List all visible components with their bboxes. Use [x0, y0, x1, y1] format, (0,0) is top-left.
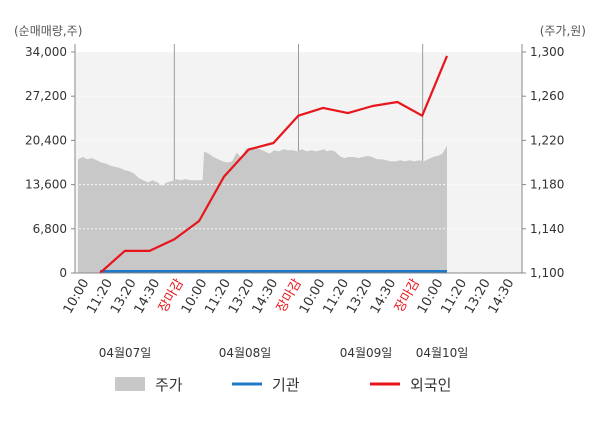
- left-tick-label: 27,200: [25, 89, 67, 103]
- date-label: 04월09일: [340, 346, 393, 360]
- date-label: 04월07일: [99, 346, 152, 360]
- right-tick-label: 1,260: [530, 89, 564, 103]
- right-axis-unit: (주가,원): [540, 24, 586, 38]
- legend-swatch-price: [115, 377, 145, 391]
- left-tick-label: 0: [59, 266, 67, 280]
- legend-label: 주가: [155, 376, 183, 394]
- left-tick-label: 34,000: [25, 45, 67, 59]
- right-tick-label: 1,180: [530, 178, 564, 192]
- legend-label: 외국인: [410, 376, 451, 394]
- date-label: 04월08일: [219, 346, 272, 360]
- legend: 주가 기관 외국인: [115, 376, 451, 394]
- foreign-line: [99, 55, 449, 274]
- left-axis-unit: (순매매량,주): [14, 24, 82, 38]
- right-tick-label: 1,100: [530, 266, 564, 280]
- left-tick-label: 13,600: [25, 178, 67, 192]
- legend-label: 기관: [272, 376, 300, 394]
- right-tick-label: 1,220: [530, 133, 564, 147]
- right-tick-label: 1,300: [530, 45, 564, 59]
- left-tick-label: 20,400: [25, 133, 67, 147]
- right-tick-label: 1,140: [530, 222, 564, 236]
- left-tick-label: 6,800: [33, 222, 67, 236]
- date-label: 04월10일: [416, 346, 469, 360]
